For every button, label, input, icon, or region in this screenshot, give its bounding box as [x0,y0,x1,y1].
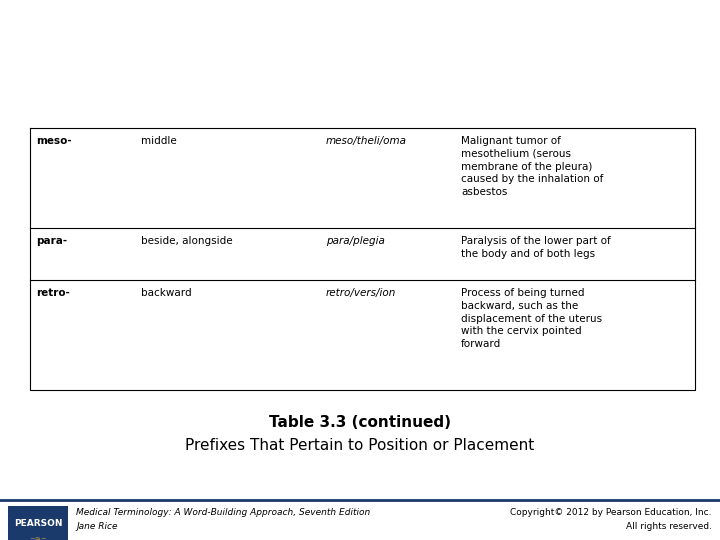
Text: Medical Terminology: A Word-Building Approach, Seventh Edition: Medical Terminology: A Word-Building App… [76,508,370,517]
Text: Prefixes That Pertain to Position or Placement: Prefixes That Pertain to Position or Pla… [185,438,535,453]
Text: Paralysis of the lower part of
the body and of both legs: Paralysis of the lower part of the body … [461,236,611,259]
Text: retro-: retro- [36,288,70,298]
Text: para-: para- [36,236,67,246]
Text: ~≈~: ~≈~ [30,536,47,540]
Text: Copyright© 2012 by Pearson Education, Inc.: Copyright© 2012 by Pearson Education, In… [510,508,712,517]
Text: retro/vers/ion: retro/vers/ion [326,288,397,298]
Bar [8,506,68,540]
Text: para/plegia: para/plegia [326,236,385,246]
Text: Malignant tumor of
mesothelium (serous
membrane of the pleura)
caused by the inh: Malignant tumor of mesothelium (serous m… [461,136,603,197]
Text: meso-: meso- [36,136,71,146]
Text: Table 3.3 (continued): Table 3.3 (continued) [269,415,451,430]
Text: meso/theli/oma: meso/theli/oma [326,136,407,146]
Text: beside, alongside: beside, alongside [141,236,233,246]
Text: Process of being turned
backward, such as the
displacement of the uterus
with th: Process of being turned backward, such a… [461,288,602,349]
Text: Jane Rice: Jane Rice [76,522,117,531]
Text: PEARSON: PEARSON [14,519,62,528]
Text: All rights reserved.: All rights reserved. [626,522,712,531]
Text: middle: middle [141,136,176,146]
Text: backward: backward [141,288,192,298]
